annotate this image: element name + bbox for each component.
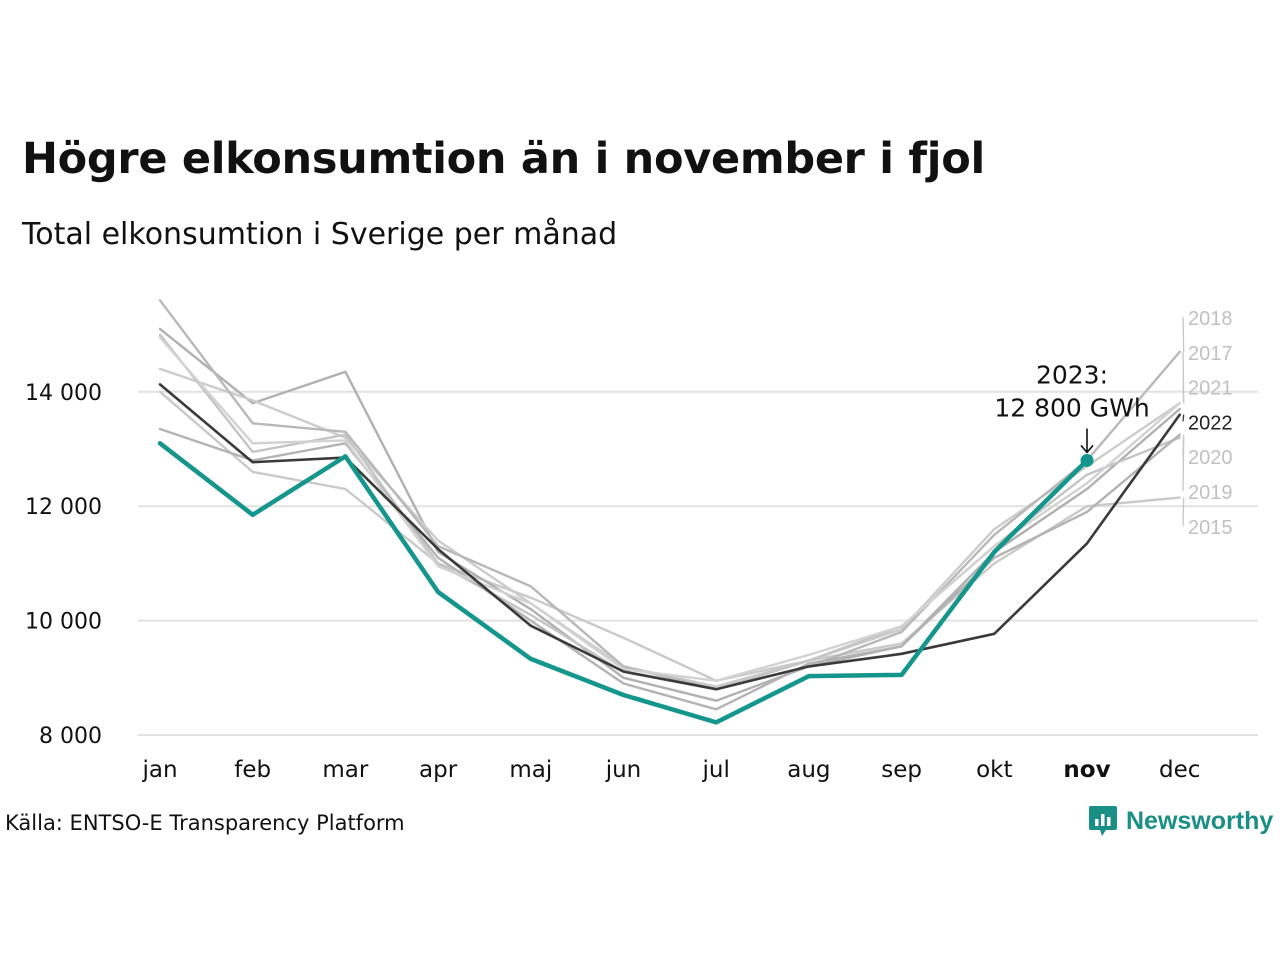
brand-name: Newsworthy bbox=[1126, 806, 1274, 835]
x-tick-label: apr bbox=[419, 757, 458, 783]
series-label-2021: 2021 bbox=[1188, 378, 1233, 400]
x-tick-label: mar bbox=[322, 757, 368, 783]
chart-title: Högre elkonsumtion än i november i fjol bbox=[22, 134, 985, 184]
source-note: Källa: ENTSO-E Transparency Platform bbox=[5, 811, 405, 835]
series-line-2015 bbox=[158, 390, 1181, 682]
series-label-2022: 2022 bbox=[1188, 412, 1233, 434]
series-line-2022 bbox=[158, 383, 1181, 691]
annotation-year: 2023: bbox=[1036, 360, 1108, 389]
y-tick-label: 14 000 bbox=[25, 381, 102, 406]
series-line-2019 bbox=[158, 333, 1181, 691]
series-label-2019: 2019 bbox=[1188, 482, 1233, 504]
series-line-2016 bbox=[158, 327, 1181, 702]
x-tick-label: jan bbox=[141, 757, 177, 783]
annotation-value: 12 800 GWh bbox=[994, 393, 1149, 422]
annotation: 2023: 12 800 GWh bbox=[994, 360, 1150, 467]
annotation-arrow bbox=[1080, 428, 1094, 454]
newsworthy-logo: Newsworthy bbox=[1088, 804, 1273, 838]
chart-subtitle: Total elkonsumtion i Sverige per månad bbox=[22, 217, 618, 252]
x-tick-label: dec bbox=[1159, 757, 1200, 783]
series-labels: 2018 2017 2021 2022 2020 2019 2015 bbox=[1182, 308, 1233, 539]
x-axis-labels: jan feb mar apr maj jun jul aug sep okt nov dec bbox=[141, 757, 1200, 783]
series-label-2020: 2020 bbox=[1188, 447, 1233, 469]
label-leader-2022 bbox=[1182, 414, 1185, 422]
annotation-point bbox=[1080, 453, 1094, 467]
series-label-2018: 2018 bbox=[1188, 308, 1233, 330]
x-tick-label: sep bbox=[881, 757, 922, 783]
y-tick-label: 8 000 bbox=[39, 724, 102, 749]
x-tick-label: aug bbox=[787, 757, 830, 783]
label-leader-2019 bbox=[1182, 437, 1185, 492]
y-tick-label: 12 000 bbox=[25, 495, 102, 520]
series-label-2017: 2017 bbox=[1188, 343, 1233, 365]
chart-bubble-icon bbox=[1089, 806, 1117, 836]
x-tick-label: feb bbox=[234, 757, 271, 783]
series-line-2023 bbox=[157, 441, 1090, 725]
series-label-2015: 2015 bbox=[1188, 517, 1233, 539]
x-tick-label: okt bbox=[976, 757, 1012, 783]
series-lines bbox=[157, 299, 1181, 725]
gridlines bbox=[138, 390, 1258, 736]
y-axis-labels: 8 000 10 000 12 000 14 000 bbox=[25, 381, 102, 749]
x-tick-label: maj bbox=[509, 757, 552, 783]
y-tick-label: 10 000 bbox=[25, 610, 102, 635]
label-leader-2021 bbox=[1182, 386, 1185, 404]
series-line-2020 bbox=[158, 427, 1181, 711]
x-tick-label: jun bbox=[605, 757, 642, 783]
series-line-2018 bbox=[158, 299, 1181, 691]
label-leader-2018 bbox=[1182, 316, 1185, 352]
x-tick-label: nov bbox=[1063, 757, 1110, 783]
x-tick-label: jul bbox=[702, 757, 730, 783]
label-leader-2015 bbox=[1182, 497, 1185, 526]
